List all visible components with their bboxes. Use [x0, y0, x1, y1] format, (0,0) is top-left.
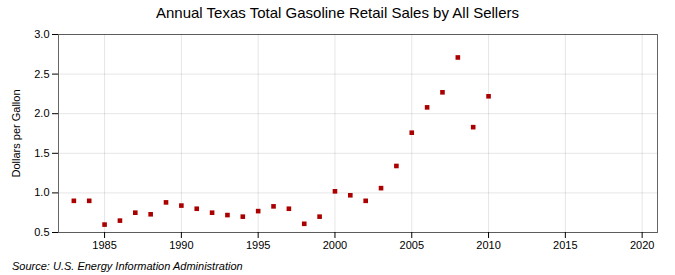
svg-text:1995: 1995 — [246, 239, 270, 251]
html-text:Annual Texas Total Gasoline Re: Annual Texas Total Gasoline Retail Sales… — [156, 4, 519, 21]
svg-text:1985: 1985 — [92, 239, 116, 251]
svg-text:2010: 2010 — [476, 239, 500, 251]
svg-text:Dollars per Gallon: Dollars per Gallon — [10, 89, 22, 177]
svg-text:0.5: 0.5 — [34, 226, 49, 238]
svg-text:3.0: 3.0 — [34, 28, 49, 40]
svg-text:1.5: 1.5 — [34, 147, 49, 159]
svg-text:2.0: 2.0 — [34, 107, 49, 119]
svg-text:2005: 2005 — [400, 239, 424, 251]
svg-text:2020: 2020 — [630, 239, 654, 251]
svg-text:2.5: 2.5 — [34, 68, 49, 80]
svg-text:1990: 1990 — [169, 239, 193, 251]
html-text:Source: U.S. Energy Informatio: Source: U.S. Energy Information Administ… — [12, 260, 243, 272]
svg-text:2015: 2015 — [553, 239, 577, 251]
svg-text:2000: 2000 — [323, 239, 347, 251]
svg-text:1.0: 1.0 — [34, 186, 49, 198]
